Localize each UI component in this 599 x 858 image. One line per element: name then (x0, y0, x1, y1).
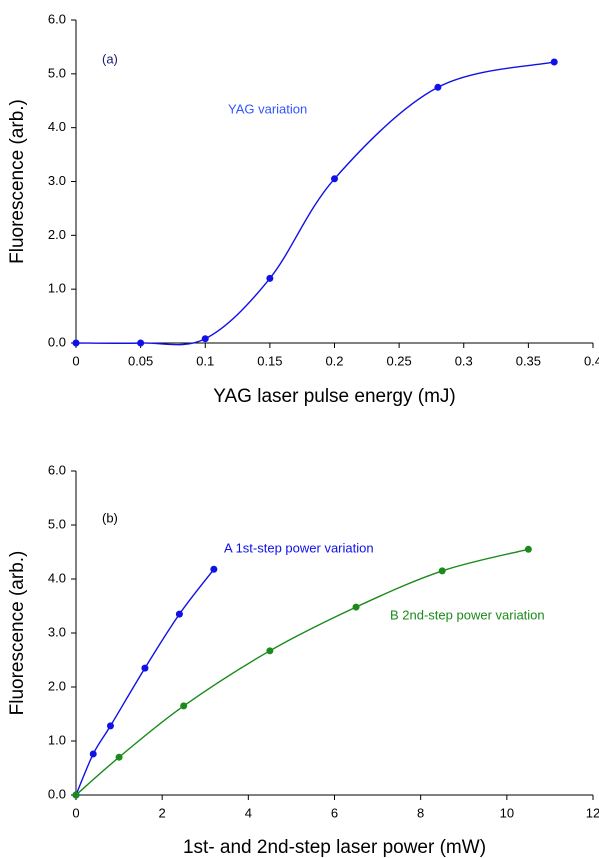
data-point (550, 58, 558, 66)
y-tick-label: 0.0 (48, 786, 66, 801)
series-line (75, 61, 555, 346)
data-point (266, 647, 274, 655)
x-tick-label: 0.35 (516, 353, 541, 368)
x-tick-label: 10 (500, 805, 514, 820)
series-line (75, 568, 215, 796)
data-point (115, 753, 123, 761)
x-tick-label: 8 (417, 805, 424, 820)
x-tick-label: 6 (331, 805, 338, 820)
x-tick-label: 4 (245, 805, 252, 820)
data-point (72, 339, 80, 347)
data-point (352, 603, 360, 611)
series-label: A 1st-step power variation (224, 540, 374, 555)
y-tick-label: 5.0 (48, 65, 66, 80)
data-point (438, 567, 446, 575)
y-tick-label: 4.0 (48, 119, 66, 134)
x-axis-title: YAG laser pulse energy (mJ) (213, 386, 456, 407)
x-tick-label: 0.1 (196, 353, 214, 368)
data-point (524, 545, 532, 553)
y-tick-label: 1.0 (48, 281, 66, 296)
series-line (75, 548, 529, 796)
data-point (331, 175, 338, 183)
data-point (201, 335, 209, 343)
data-point (137, 339, 145, 347)
data-point (141, 664, 149, 672)
data-point (72, 791, 80, 799)
x-tick-label: 0.2 (325, 353, 343, 368)
y-axis-title: Fluorescence (arb.) (7, 551, 28, 716)
y-tick-label: 2.0 (48, 227, 66, 242)
data-point (180, 702, 188, 710)
x-axis-title: 1st- and 2nd-step laser power (mW) (183, 837, 486, 858)
x-tick-label: 0 (72, 805, 79, 820)
annotation: YAG variation (228, 101, 307, 116)
y-tick-label: 1.0 (48, 732, 66, 747)
data-point (106, 722, 114, 730)
x-tick-label: 0 (72, 353, 79, 368)
x-tick-label: 0.25 (386, 353, 411, 368)
y-tick-label: 6.0 (48, 462, 66, 477)
y-tick-label: 6.0 (48, 11, 66, 26)
x-tick-label: 12 (586, 805, 599, 820)
y-tick-label: 5.0 (48, 516, 66, 531)
data-point (175, 610, 183, 618)
y-tick-label: 3.0 (48, 173, 66, 188)
x-tick-label: 0.4 (584, 353, 599, 368)
y-tick-label: 2.0 (48, 678, 66, 693)
data-point (89, 750, 97, 758)
x-tick-label: 0.15 (257, 353, 282, 368)
x-tick-label: 0.3 (455, 353, 473, 368)
annotation: (a) (102, 51, 118, 66)
series-label: B 2nd-step power variation (390, 607, 545, 622)
annotation: (b) (102, 510, 118, 525)
y-tick-label: 4.0 (48, 570, 66, 585)
x-tick-label: 0.05 (128, 353, 153, 368)
x-tick-label: 2 (159, 805, 166, 820)
data-point (266, 274, 274, 282)
data-point (210, 565, 218, 573)
data-point (434, 83, 442, 91)
y-tick-label: 0.0 (48, 334, 66, 349)
y-axis-title: Fluorescence (arb.) (7, 99, 28, 264)
y-tick-label: 3.0 (48, 624, 66, 639)
